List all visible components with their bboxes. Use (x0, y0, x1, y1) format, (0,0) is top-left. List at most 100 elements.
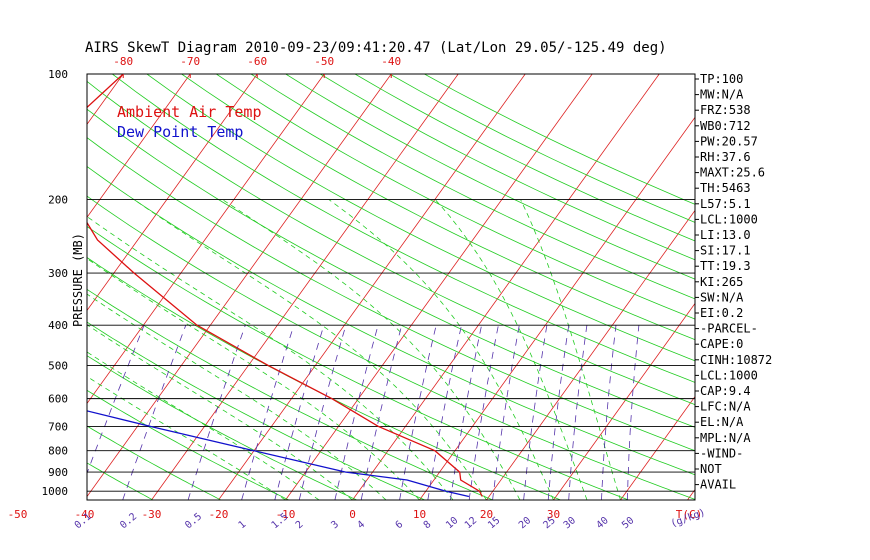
stability-index-entry: KI:265 (700, 275, 743, 289)
top-temperature-tick-label: -50 (314, 55, 334, 68)
stability-index-entry: -WIND- (700, 446, 743, 460)
stability-index-entry: LFC:N/A (700, 400, 751, 414)
mixing-ratio-line (241, 325, 295, 500)
mixing-ratio-line (298, 325, 347, 500)
dry-adiabat-line (87, 288, 493, 500)
mixing-ratio-label: 8 (422, 519, 434, 531)
grid-layer (0, 74, 870, 500)
temperature-profile (87, 74, 483, 497)
stability-index-entry: TH:5463 (700, 181, 751, 195)
stability-index-entry: LCL:1000 (700, 368, 758, 382)
stability-index-entry: LCL:1000 (700, 212, 758, 226)
mixing-ratio-line (523, 325, 548, 500)
dry-adiabat-line (87, 321, 425, 500)
isotherm-line (218, 74, 526, 500)
dry-adiabat-line (87, 389, 290, 500)
dry-adiabat-line (250, 74, 695, 300)
pressure-tick-label: 800 (48, 445, 68, 458)
pressure-tick-label: 700 (48, 421, 68, 434)
moist-adiabat-line (133, 199, 487, 500)
pressure-tick-label: 600 (48, 393, 68, 406)
isotherm-line (755, 74, 870, 500)
mixing-ratio-label: 6 (394, 519, 406, 531)
dry-adiabat-line (87, 166, 695, 476)
dry-adiabat-line (146, 74, 695, 362)
mixing-ratio-line (87, 325, 145, 475)
dewpoint-profile (87, 410, 470, 498)
stability-index-entry: CAPE:0 (700, 337, 743, 351)
dry-adiabat-line (87, 425, 222, 500)
stability-index-entry: FRZ:538 (700, 103, 751, 117)
mixing-ratio-line (547, 325, 570, 500)
bottom-temperature-tick-label: 0 (349, 508, 356, 521)
pressure-tick-label: 500 (48, 360, 68, 373)
bottom-temperature-tick-label: -10 (276, 508, 296, 521)
dry-adiabat-line (87, 225, 629, 500)
isotherm-line (419, 116, 695, 500)
mixing-ratio-label: 20 (517, 515, 533, 531)
stability-index-entry: MW:N/A (700, 88, 744, 102)
mixing-ratio-line (492, 325, 520, 500)
moist-adiabat-line (87, 324, 353, 500)
pressure-tick-label: 900 (48, 466, 68, 479)
bottom-temperature-tick-label: -40 (75, 508, 95, 521)
pressure-tick-label: 200 (48, 194, 68, 207)
mixing-ratio-line (334, 325, 379, 500)
isotherm-line (620, 395, 695, 500)
mixing-ratio-label: 12 (463, 515, 479, 531)
stability-index-entry: CINH:10872 (700, 353, 772, 367)
moist-adiabat-line (520, 199, 621, 500)
stability-index-entry: TT:19.3 (700, 259, 751, 273)
mixing-ratio-line (360, 325, 403, 500)
isotherm-line (0, 74, 56, 500)
dry-adiabat-line (424, 74, 695, 205)
bottom-temperature-tick-label: 20 (480, 508, 493, 521)
isotherm-line (87, 74, 325, 405)
top-temperature-tick-label: -40 (381, 55, 401, 68)
stability-index-entry: AVAIL (700, 478, 736, 492)
top-temperature-tick-label: -60 (247, 55, 267, 68)
mixing-ratio-line (568, 325, 588, 500)
pressure-tick-label: 1000 (42, 485, 69, 498)
moist-adiabat-line (87, 258, 420, 500)
stability-index-entry: -PARCEL- (700, 322, 758, 336)
stability-index-entry: CAP:9.4 (700, 384, 751, 398)
legend-dew-point: Dew Point Temp (117, 123, 243, 141)
stability-index-entry: SW:N/A (700, 290, 744, 304)
stability-index-entry: NOT (700, 462, 722, 476)
moist-adiabat-line (434, 199, 588, 500)
bottom-temperature-tick-label: 30 (547, 508, 560, 521)
legend-air-temp: Ambient Air Temp (117, 103, 262, 121)
dry-adiabat-line (87, 462, 154, 500)
isotherm-line (285, 74, 593, 500)
isotherm-line (87, 74, 191, 219)
mixing-ratio-line (274, 325, 325, 500)
stability-index-entry: MPL:N/A (700, 431, 751, 445)
mixing-ratio-label: 0.5 (183, 511, 204, 531)
isotherm-line (553, 302, 695, 500)
bottom-temperature-tick-label: -20 (209, 508, 229, 521)
moist-adiabat-line (328, 199, 554, 500)
isotherm-line (486, 209, 695, 500)
top-temperature-tick-label: -70 (180, 55, 200, 68)
mixing-ratio-label: 30 (562, 515, 578, 531)
moist-adiabat-line (87, 376, 286, 500)
mixing-ratio-label: 2 (294, 519, 306, 531)
stability-index-entry: WB0:712 (700, 119, 751, 133)
pressure-tick-label: 400 (48, 319, 68, 332)
mixing-ratio-line (122, 325, 187, 500)
pressure-tick-label: 100 (48, 68, 68, 81)
dry-adiabat-line (285, 74, 695, 280)
mixing-ratio-line (427, 325, 462, 500)
stability-index-entry: TP:100 (700, 72, 743, 86)
y-axis-label: PRESSURE (MB) (71, 233, 85, 327)
isotherm-line (352, 74, 660, 500)
mixing-ratio-label: 1 (237, 519, 249, 531)
mixing-ratio-line (627, 325, 640, 500)
mixing-ratio-label: 3 (329, 519, 341, 531)
mixing-ratio-line (601, 325, 617, 500)
mixing-ratio-line (187, 325, 246, 500)
stability-index-entry: PW:20.57 (700, 134, 758, 148)
